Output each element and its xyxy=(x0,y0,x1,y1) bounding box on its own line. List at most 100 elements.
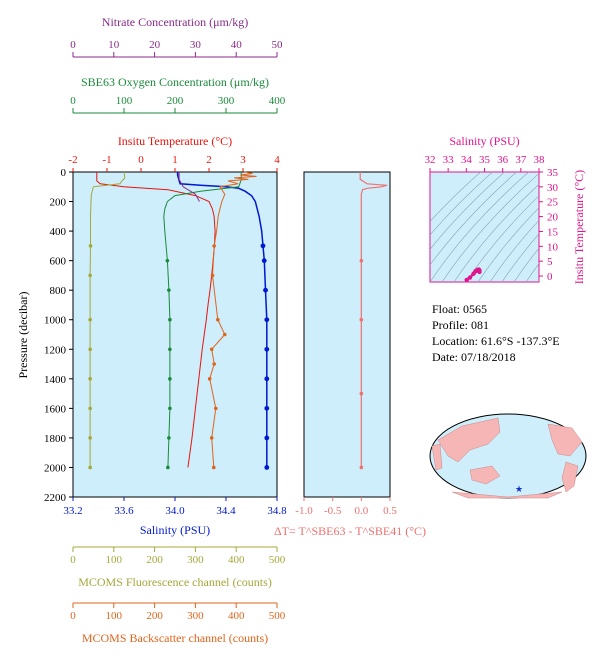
backscatter-data-point xyxy=(216,317,220,322)
pressure-tick-label: 2200 xyxy=(44,492,67,504)
oxygen-data-point xyxy=(168,347,172,352)
fluorescence-data-point xyxy=(88,317,92,322)
ts-data-point xyxy=(477,269,482,275)
delta-t-data-point xyxy=(359,317,364,322)
pressure-tick-label: 1000 xyxy=(44,315,67,327)
oxygen-data-point xyxy=(168,317,172,322)
fluorescence-tick-label: 100 xyxy=(106,554,123,566)
fluorescence-tick-label: 300 xyxy=(187,554,204,566)
ts-temperature-axis-label: Insitu Temperature (°C) xyxy=(572,170,586,284)
map-land-asia xyxy=(437,417,501,463)
density-contour xyxy=(501,233,539,282)
temperature-profile-line xyxy=(96,172,216,468)
nitrate-tick-label: 0 xyxy=(70,39,76,51)
density-contour xyxy=(465,195,539,282)
fluorescence-data-point xyxy=(88,273,92,278)
ts-temperature-tick-label: 0 xyxy=(547,271,553,283)
nitrate-tick-label: 10 xyxy=(108,39,120,51)
ts-data-point xyxy=(467,275,473,280)
ts-temperature-tick-label: 25 xyxy=(547,197,559,209)
delta-t-tick-label: 0.5 xyxy=(383,505,397,517)
backscatter-data-point xyxy=(212,244,216,248)
fluorescence-axis-label: MCOMS Fluorescence channel (counts) xyxy=(78,575,272,589)
fluorescence-data-point xyxy=(88,406,92,411)
pressure-tick-label: 1600 xyxy=(44,403,67,415)
salinity-tick-label: 33.6 xyxy=(114,505,134,517)
pressure-tick-label: 600 xyxy=(50,256,67,268)
salinity-tick-label: 34.0 xyxy=(165,505,185,517)
density-contour xyxy=(513,247,539,282)
density-contour xyxy=(430,172,530,282)
delta-t-tick-label: 0.0 xyxy=(354,505,368,517)
salinity-data-point xyxy=(261,258,267,264)
oxygen-data-point xyxy=(167,436,171,440)
temperature-tick-label: -2 xyxy=(68,154,77,166)
salinity-data-point xyxy=(264,376,270,382)
salinity-tick-label: 34.8 xyxy=(267,505,287,517)
fluorescence-tick-label: 400 xyxy=(228,554,245,566)
ts-salinity-tick-label: 36 xyxy=(497,154,509,166)
pressure-tick-label: 1200 xyxy=(44,344,67,356)
profile-number: Profile: 081 xyxy=(432,318,489,332)
temperature-tick-label: 0 xyxy=(138,154,144,166)
ts-temperature-tick-label: 15 xyxy=(547,226,559,238)
backscatter-tick-label: 300 xyxy=(187,610,204,622)
ts-diagram: 32 33 34 35 36 37 38 Salinity (PSU) 0 5 10 15 20 25 30… xyxy=(425,134,587,284)
ts-temperature-tick-label: 5 xyxy=(547,256,553,268)
map-land-antarctica xyxy=(451,491,563,499)
delta-t-plot: -1.0 -0.5 0.0 0.5 ΔT= T^SBE63 - T^SBE41 (°C) xyxy=(274,171,426,538)
pressure-tick-label: 2000 xyxy=(44,462,67,474)
pressure-tick-label: 1400 xyxy=(44,374,67,386)
fluorescence-data-point xyxy=(88,465,92,470)
ts-temperature-tick-label: 35 xyxy=(547,167,559,179)
backscatter-data-point xyxy=(212,362,216,366)
salinity-data-point xyxy=(260,243,266,249)
density-contour xyxy=(453,183,539,282)
backscatter-axis-label: MCOMS Backscatter channel (counts) xyxy=(82,631,268,645)
delta-t-tick-label: -1.0 xyxy=(295,505,313,517)
fluorescence-tick-label: 0 xyxy=(70,554,76,566)
map-land-northamerica xyxy=(547,423,583,457)
ts-salinity-tick-label: 32 xyxy=(425,154,436,166)
salinity-axis-label: Salinity (PSU) xyxy=(140,523,210,537)
backscatter-data-point xyxy=(209,347,214,352)
backscatter-data-point xyxy=(207,377,212,381)
oxygen-tick-label: 300 xyxy=(218,95,235,107)
temperature-tick-label: 4 xyxy=(274,154,280,166)
salinity-data-point xyxy=(264,317,270,323)
float-id: Float: 0565 xyxy=(432,302,488,316)
salinity-tick-label: 34.4 xyxy=(216,505,236,517)
backscatter-data-point xyxy=(209,436,214,440)
profile-date: Date: 07/18/2018 xyxy=(432,350,516,364)
ts-salinity-tick-label: 34 xyxy=(461,154,473,166)
backscatter-tick-label: 400 xyxy=(228,610,245,622)
ts-salinity-tick-label: 37 xyxy=(515,154,527,166)
nitrate-tick-label: 20 xyxy=(149,39,161,51)
ts-temperature-tick-label: 30 xyxy=(547,182,559,194)
temperature-tick-label: -1 xyxy=(102,154,111,166)
float-location-marker: ★ xyxy=(515,485,523,495)
fluorescence-tick-label: 200 xyxy=(146,554,163,566)
fluorescence-data-point xyxy=(88,347,92,352)
delta-t-line xyxy=(359,172,388,468)
temperature-tick-label: 2 xyxy=(206,154,212,166)
nitrate-tick-label: 30 xyxy=(190,39,202,51)
salinity-data-point xyxy=(263,287,268,293)
backscatter-profile-line xyxy=(209,171,257,468)
ts-data-point xyxy=(464,277,469,283)
oxygen-data-point xyxy=(168,377,172,381)
delta-t-plot-area xyxy=(303,171,391,498)
fluorescence-profile-line xyxy=(89,172,126,468)
oxygen-data-point xyxy=(166,465,170,470)
salinity-data-point xyxy=(264,346,270,352)
oxygen-data-point xyxy=(168,406,172,411)
backscatter-data-point xyxy=(214,406,218,411)
backscatter-tick-label: 500 xyxy=(269,610,286,622)
nitrate-tick-label: 40 xyxy=(231,39,243,51)
ts-temperature-tick-label: 10 xyxy=(547,241,559,253)
ts-salinity-tick-label: 33 xyxy=(443,154,455,166)
density-contour xyxy=(430,172,494,236)
map-land-africa xyxy=(431,443,443,471)
density-contour xyxy=(525,263,539,282)
temperature-tick-label: 1 xyxy=(172,154,178,166)
